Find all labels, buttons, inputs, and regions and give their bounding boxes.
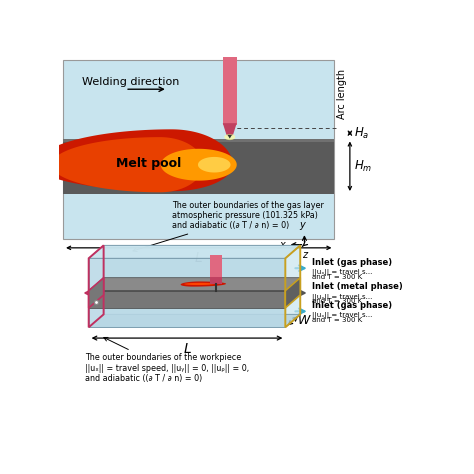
Bar xyxy=(63,60,334,238)
Bar xyxy=(210,277,222,284)
Text: Arc length: Arc length xyxy=(337,69,347,119)
Text: $L$: $L$ xyxy=(182,342,191,356)
Text: x: x xyxy=(280,240,285,250)
Polygon shape xyxy=(184,283,214,285)
Text: and T = 300 K: and T = 300 K xyxy=(312,298,362,304)
Polygon shape xyxy=(89,278,104,308)
Text: The outer boundaries of the workpiece
||uₓ|| = travel speed, ||uᵧ|| = 0, ||uᵨ|| : The outer boundaries of the workpiece ||… xyxy=(85,337,249,383)
Polygon shape xyxy=(285,278,300,308)
Text: Inlet (gas phase): Inlet (gas phase) xyxy=(312,258,392,267)
Text: Welding direction: Welding direction xyxy=(82,77,180,87)
Polygon shape xyxy=(228,135,232,138)
Text: z: z xyxy=(302,250,308,260)
Polygon shape xyxy=(89,314,300,328)
Text: $H_a$: $H_a$ xyxy=(354,126,369,141)
Polygon shape xyxy=(181,282,226,287)
Bar xyxy=(223,52,237,125)
Text: $W$: $W$ xyxy=(297,314,312,328)
Text: ||uₓ|| = travel s...: ||uₓ|| = travel s... xyxy=(312,294,372,301)
Text: ||uₓ|| = travel s...: ||uₓ|| = travel s... xyxy=(312,312,372,319)
Text: y: y xyxy=(299,220,305,230)
Text: $H_m$: $H_m$ xyxy=(354,159,372,174)
Polygon shape xyxy=(89,258,285,328)
Text: $L$: $L$ xyxy=(194,251,203,265)
Bar xyxy=(63,138,334,142)
Text: The outer boundaries of the gas layer
atmospheric pressure (101.325 kPa)
and adi: The outer boundaries of the gas layer at… xyxy=(133,201,324,252)
Text: Inlet (gas phase): Inlet (gas phase) xyxy=(312,301,392,310)
Polygon shape xyxy=(223,123,237,136)
Text: Inlet (metal phase): Inlet (metal phase) xyxy=(312,283,403,292)
Text: and T = 300 K: and T = 300 K xyxy=(312,273,362,280)
Bar xyxy=(63,138,334,194)
Polygon shape xyxy=(89,291,285,308)
Polygon shape xyxy=(104,246,300,314)
Polygon shape xyxy=(198,157,230,173)
Polygon shape xyxy=(89,246,300,258)
Bar xyxy=(210,255,222,284)
Ellipse shape xyxy=(224,134,235,140)
Polygon shape xyxy=(52,137,203,192)
Polygon shape xyxy=(36,129,233,191)
Text: ||uₓ|| = travel s...: ||uₓ|| = travel s... xyxy=(312,269,372,276)
Polygon shape xyxy=(104,278,300,295)
Text: and T = 300 K: and T = 300 K xyxy=(312,317,362,323)
Polygon shape xyxy=(89,278,300,291)
Text: Melt pool: Melt pool xyxy=(116,157,181,170)
Polygon shape xyxy=(161,149,237,181)
